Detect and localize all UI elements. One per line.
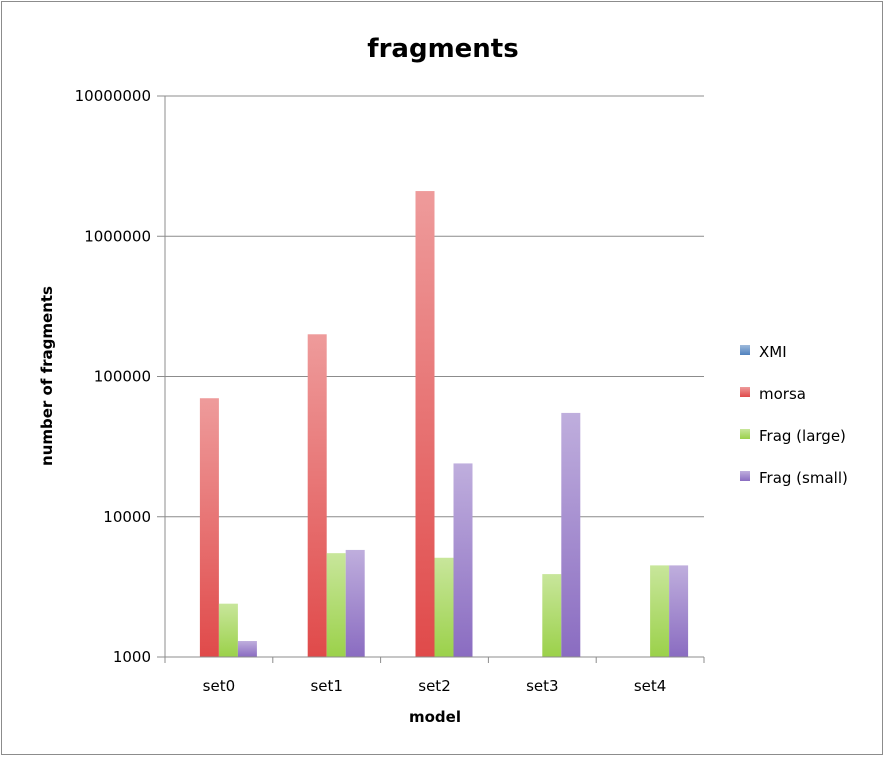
x-tick-label: set3 — [526, 677, 558, 695]
legend-label: morsa — [759, 385, 806, 403]
y-tick-label: 10000000 — [75, 87, 151, 105]
bar-frag-large-set2 — [434, 557, 454, 657]
bar-frag-small-set3 — [561, 412, 581, 657]
bar-morsa-set1 — [307, 334, 327, 657]
x-tick-label: set2 — [418, 677, 450, 695]
y-tick-label: 1000 — [113, 648, 151, 666]
y-tick-label: 100000 — [94, 368, 151, 386]
y-tick-labels: 1000 10000 100000 1000000 10000000 — [75, 87, 151, 666]
bar-frag-large-set3 — [542, 574, 562, 657]
y-tick-label: 10000 — [103, 508, 151, 526]
legend-label: XMI — [759, 343, 787, 361]
x-tick-labels: set0 set1 set2 set3 set4 — [203, 677, 667, 695]
legend: XMI morsa Frag (large) Frag (small) — [740, 343, 848, 487]
bar-frag-small-set2 — [453, 463, 473, 657]
x-axis-title: model — [409, 708, 461, 726]
legend-swatch — [740, 387, 750, 397]
bar-morsa-set0 — [199, 398, 219, 657]
legend-swatch — [740, 429, 750, 439]
x-tick-label: set0 — [203, 677, 235, 695]
legend-swatch — [740, 345, 750, 355]
bar-frag-large-set0 — [218, 603, 238, 657]
bars — [199, 191, 689, 657]
legend-swatch — [740, 471, 750, 481]
bar-morsa-set2 — [415, 191, 435, 657]
bar-frag-large-set4 — [650, 565, 670, 657]
y-tick-label: 1000000 — [84, 227, 151, 245]
bar-frag-small-set4 — [669, 565, 689, 657]
bar-frag-small-set1 — [345, 549, 365, 657]
bar-frag-small-set0 — [237, 641, 257, 657]
y-axis-title: number of fragments — [38, 286, 56, 466]
x-tick-label: set4 — [634, 677, 666, 695]
chart-title: fragments — [367, 34, 518, 64]
x-tick-label: set1 — [310, 677, 342, 695]
axes — [164, 96, 705, 663]
legend-label: Frag (small) — [759, 469, 848, 487]
legend-label: Frag (large) — [759, 427, 846, 445]
bar-frag-large-set1 — [326, 553, 346, 657]
